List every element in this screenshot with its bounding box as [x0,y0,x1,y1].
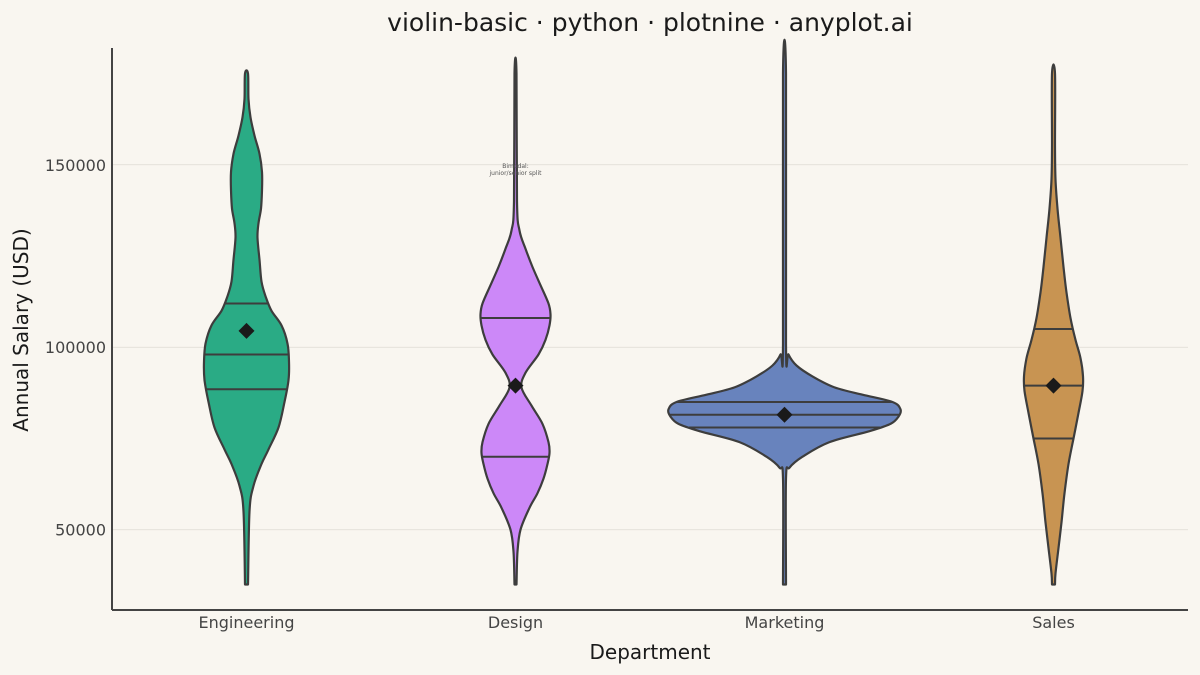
annotation-line-2: junior/senior split [488,170,542,177]
tick-labels: 50000 100000 150000 Engineering Design Market… [45,156,1075,632]
y-tick-label-100000: 100000 [45,338,106,357]
y-axis-title: Annual Salary (USD) [9,228,33,431]
x-axis-title: Department [589,640,710,664]
violin-sales [1022,63,1085,586]
violins: Bimodal: junior/senior split [202,38,1085,586]
violin-marketing [667,38,902,586]
mean-marker-engineering [238,322,255,339]
mean-marker-sales [1045,377,1062,394]
violin-body-design [479,56,552,586]
annotation-line-1: Bimodal: [502,163,528,170]
annotation-text: Bimodal: junior/senior split [488,163,542,177]
x-tick-label-engineering: Engineering [199,613,295,632]
axes [111,48,1188,611]
mean-marker-design [507,377,524,394]
grid-lines [112,164,1188,531]
violin-design [479,56,552,586]
x-tick-label-sales: Sales [1032,613,1075,632]
x-tick-label-marketing: Marketing [745,613,825,632]
violin-body-marketing [667,38,902,586]
violin-engineering [202,69,291,586]
y-tick-label-50000: 50000 [55,521,106,540]
chart-title: violin-basic · python · plotnine · anypl… [387,8,913,37]
violin-body-sales [1022,63,1085,586]
x-tick-label-design: Design [488,613,543,632]
mean-marker-marketing [776,406,793,423]
y-tick-label-150000: 150000 [45,156,106,175]
